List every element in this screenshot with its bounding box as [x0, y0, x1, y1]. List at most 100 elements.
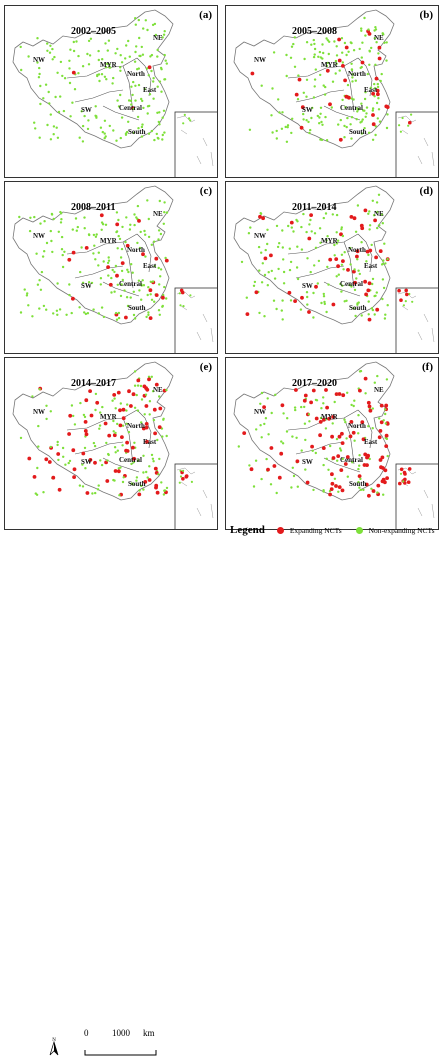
nonexpanding-nct-point — [189, 119, 192, 122]
nonexpanding-nct-point — [381, 278, 385, 281]
nonexpanding-nct-point — [364, 392, 367, 395]
nonexpanding-nct-point — [313, 85, 316, 88]
nonexpanding-nct-point — [352, 307, 355, 310]
expanding-nct-point — [343, 78, 347, 83]
nonexpanding-nct-point — [293, 36, 296, 39]
nonexpanding-nct-point — [101, 130, 105, 134]
nonexpanding-nct-point — [83, 311, 86, 314]
expanding-nct-point — [334, 484, 338, 488]
nonexpanding-nct-point — [300, 449, 303, 452]
country-outline — [233, 185, 395, 325]
nonexpanding-nct-point — [160, 68, 163, 71]
expanding-nct-point — [145, 439, 149, 444]
nonexpanding-nct-point — [120, 116, 124, 119]
nonexpanding-nct-point — [35, 252, 38, 255]
expanding-nct-point — [142, 384, 147, 389]
expanding-nct-point — [353, 280, 357, 285]
nonexpanding-nct-point — [139, 230, 142, 234]
nonexpanding-nct-point — [296, 245, 299, 248]
expanding-nct-point — [129, 404, 133, 408]
expanding-nct-point — [377, 56, 382, 61]
expanding-nct-point — [136, 378, 141, 383]
nonexpanding-nct-point — [371, 138, 375, 141]
expanding-nct-point — [345, 455, 350, 459]
expanding-nct-point — [376, 483, 381, 488]
nonexpanding-nct-point — [376, 491, 379, 494]
nonexpanding-nct-point — [83, 446, 87, 450]
nonexpanding-nct-point — [382, 259, 385, 262]
nonexpanding-nct-point — [370, 307, 374, 310]
expanding-nct-point — [363, 452, 368, 457]
nonexpanding-nct-point — [299, 308, 303, 311]
expanding-nct-point — [363, 208, 368, 213]
nonexpanding-nct-point — [253, 280, 257, 284]
nonexpanding-nct-point — [344, 420, 347, 424]
nonexpanding-nct-point — [117, 218, 120, 222]
nonexpanding-nct-point — [163, 30, 166, 33]
nonexpanding-nct-point — [39, 288, 43, 291]
nonexpanding-nct-point — [310, 116, 313, 120]
nonexpanding-nct-point — [240, 260, 244, 264]
region-label-east: East — [143, 438, 157, 446]
nonexpanding-nct-point — [305, 230, 308, 234]
nonexpanding-nct-point — [158, 313, 161, 316]
nonexpanding-nct-point — [133, 60, 137, 63]
nonexpanding-nct-point — [320, 120, 323, 124]
nonexpanding-nct-point — [343, 124, 346, 128]
nonexpanding-nct-point — [64, 463, 67, 466]
nonexpanding-nct-point — [123, 289, 126, 292]
nonexpanding-nct-point — [260, 477, 263, 481]
nonexpanding-nct-point — [296, 220, 299, 223]
nonexpanding-nct-point — [314, 246, 318, 249]
nonexpanding-nct-point — [149, 280, 152, 283]
nonexpanding-nct-point — [384, 313, 387, 316]
expanding-nct-point — [152, 407, 157, 412]
nonexpanding-nct-point — [326, 235, 329, 238]
expanding-nct-point — [103, 421, 108, 426]
nonexpanding-nct-point — [113, 397, 116, 400]
nonexpanding-nct-point — [116, 99, 119, 102]
nonexpanding-nct-point — [124, 57, 127, 60]
nonexpanding-nct-point — [114, 52, 117, 55]
expanding-nct-point — [334, 257, 339, 261]
region-label-nw: NW — [254, 56, 267, 64]
expanding-nct-point — [147, 377, 151, 382]
expanding-nct-point — [154, 256, 159, 261]
nonexpanding-nct-point — [311, 449, 314, 452]
china-map — [233, 185, 438, 353]
nonexpanding-nct-point — [306, 257, 309, 260]
nonexpanding-nct-point — [324, 427, 328, 430]
expanding-nct-point — [141, 252, 145, 257]
nonexpanding-nct-point — [131, 483, 134, 486]
region-label-south: South — [349, 128, 367, 136]
nonexpanding-nct-point — [266, 284, 269, 287]
expanding-nct-point — [263, 256, 268, 261]
nonexpanding-nct-point — [73, 423, 77, 426]
map-panel-c: (c) 2008–2011 NW MYR NE North East SW Central Sou… — [4, 181, 218, 354]
nonexpanding-nct-point — [99, 411, 102, 414]
expanding-nct-point — [158, 406, 163, 411]
nonexpanding-nct-point — [149, 293, 152, 296]
nonexpanding-nct-point — [357, 467, 360, 471]
nonexpanding-nct-point — [361, 118, 364, 121]
nonexpanding-nct-point — [106, 62, 109, 66]
nonexpanding-nct-point — [147, 217, 150, 221]
region-boundary — [74, 89, 124, 103]
nonexpanding-nct-point — [88, 233, 91, 237]
nonexpanding-nct-point — [371, 308, 375, 312]
nonexpanding-nct-point — [296, 485, 299, 488]
nonexpanding-nct-point — [305, 95, 308, 98]
expanding-nct-point — [154, 483, 159, 488]
nonexpanding-nct-point — [303, 57, 306, 61]
nonexpanding-nct-point — [367, 131, 371, 134]
scale-zero: 0 — [84, 1028, 89, 1038]
nonexpanding-nct-point — [127, 39, 130, 43]
expanding-nct-point — [355, 254, 359, 259]
nonexpanding-nct-point — [313, 47, 317, 51]
nonexpanding-nct-point — [314, 68, 317, 71]
nonexpanding-nct-point — [322, 490, 325, 493]
china-map — [233, 9, 438, 177]
nonexpanding-nct-point — [324, 212, 328, 215]
nonexpanding-nct-point — [291, 466, 294, 469]
nonexpanding-nct-point — [336, 459, 339, 462]
